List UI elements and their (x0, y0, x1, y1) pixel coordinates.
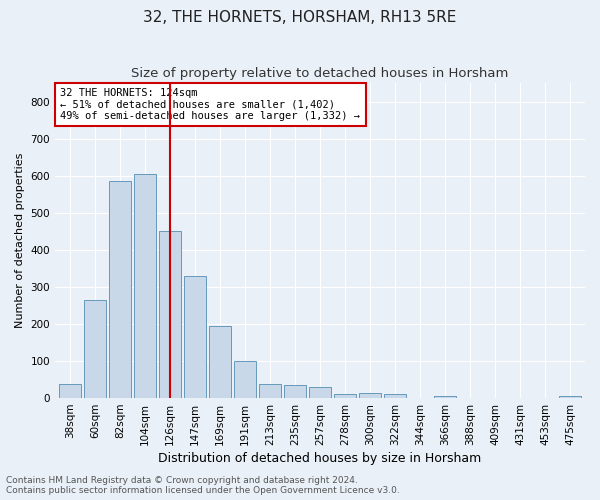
X-axis label: Distribution of detached houses by size in Horsham: Distribution of detached houses by size … (158, 452, 482, 465)
Bar (59, 384, 80, 398)
Text: 32, THE HORNETS, HORSHAM, RH13 5RE: 32, THE HORNETS, HORSHAM, RH13 5RE (143, 10, 457, 25)
Bar (359, 392, 380, 398)
Bar (160, 232, 181, 398)
Bar (235, 361, 256, 398)
Text: Contains HM Land Registry data © Crown copyright and database right 2024.
Contai: Contains HM Land Registry data © Crown c… (6, 476, 400, 495)
Bar (385, 394, 406, 398)
Text: 32 THE HORNETS: 124sqm
← 51% of detached houses are smaller (1,402)
49% of semi-: 32 THE HORNETS: 124sqm ← 51% of detached… (61, 88, 361, 121)
Bar (559, 396, 581, 398)
Bar (334, 394, 356, 398)
Bar (259, 384, 281, 398)
Bar (134, 174, 155, 398)
Bar (284, 385, 305, 398)
Bar (109, 182, 131, 398)
Bar (310, 387, 331, 398)
Bar (209, 326, 230, 398)
Y-axis label: Number of detached properties: Number of detached properties (15, 153, 25, 328)
Bar (85, 300, 106, 398)
Bar (184, 276, 206, 398)
Bar (434, 396, 455, 398)
Title: Size of property relative to detached houses in Horsham: Size of property relative to detached ho… (131, 68, 509, 80)
